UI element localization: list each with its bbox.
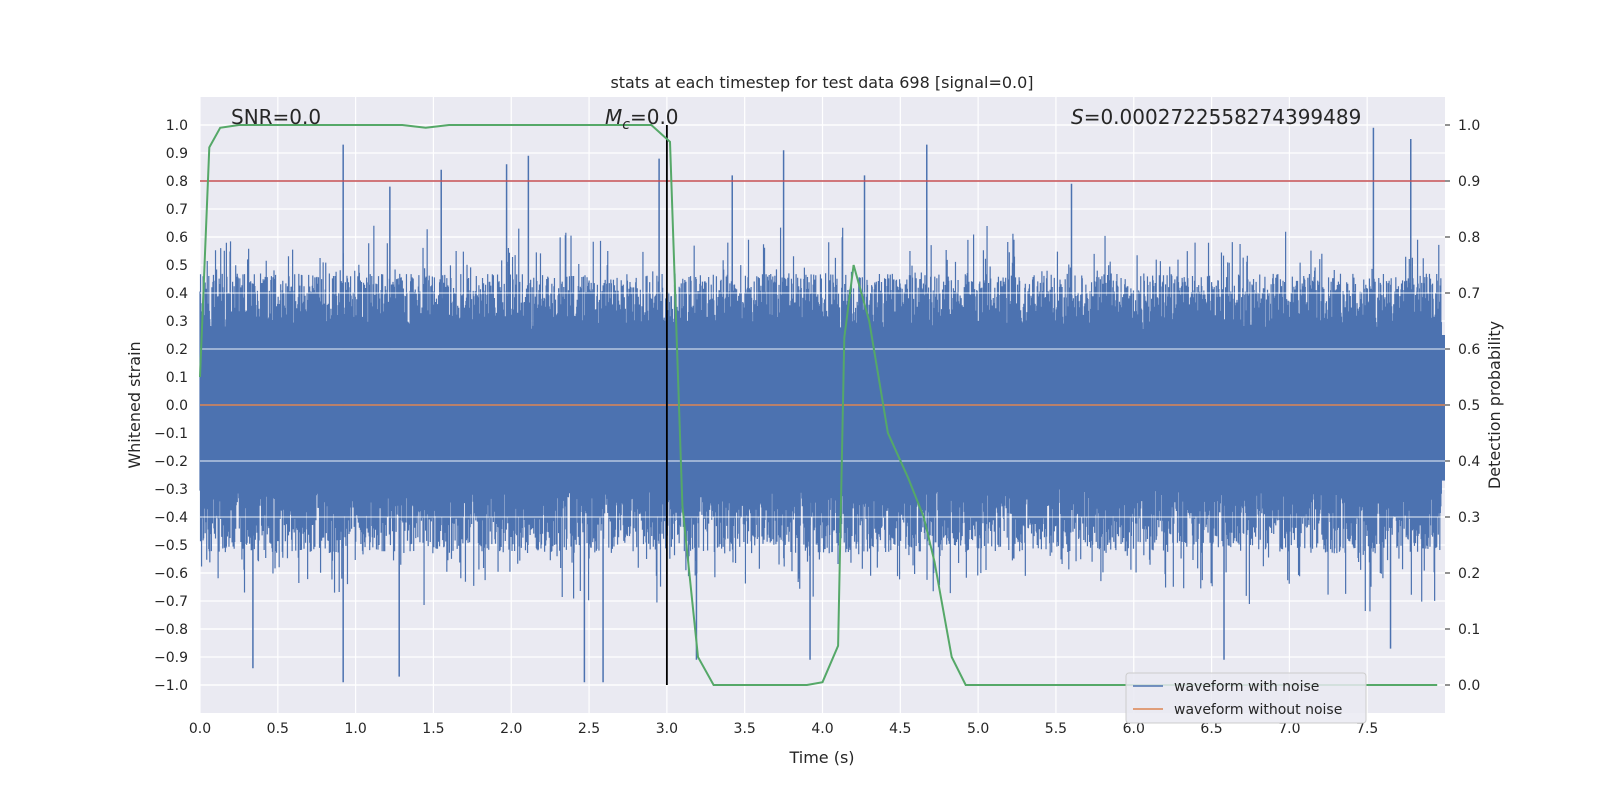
y-tick-label-left: −0.7 — [154, 594, 188, 610]
x-tick-label: 7.5 — [1356, 721, 1378, 737]
y-tick-label-right: 0.5 — [1458, 398, 1480, 414]
overlay-lines — [199, 124, 1445, 686]
y-tick-label-right: 0.1 — [1458, 622, 1480, 638]
y-tick-label-left: −0.6 — [154, 566, 188, 582]
chirp-mass-value: =0.0 — [630, 105, 679, 129]
chirp-mass-subscript: c — [622, 117, 630, 133]
chirp-mass-symbol: M — [605, 105, 622, 129]
score-value: =0.0002722558274399489 — [1084, 105, 1362, 129]
y-tick-label-right: 0.0 — [1458, 678, 1480, 694]
snr-annotation: SNR=0.0 — [231, 105, 321, 129]
y-tick-label-left: −1.0 — [154, 678, 188, 694]
waveform-with-noise-series — [199, 127, 1445, 683]
detection-probability-line — [199, 124, 1438, 686]
x-tick-label: 7.0 — [1278, 721, 1300, 737]
y-tick-label-left: −0.2 — [154, 454, 188, 470]
x-tick-label: 5.0 — [967, 721, 989, 737]
x-tick-label: 3.0 — [656, 721, 678, 737]
y-tick-label-left: 0.1 — [166, 370, 188, 386]
x-tick-label: 1.0 — [344, 721, 366, 737]
x-tick-label: 1.5 — [422, 721, 444, 737]
x-tick-label: 6.5 — [1200, 721, 1222, 737]
y-tick-label-left: 0.2 — [166, 342, 188, 358]
y-tick-label-left: −0.5 — [154, 538, 188, 554]
y-tick-label-left: −0.1 — [154, 426, 188, 442]
y-tick-label-right: 0.6 — [1458, 342, 1480, 358]
x-tick-label: 3.5 — [734, 721, 756, 737]
y-tick-label-right: 0.7 — [1458, 286, 1480, 302]
legend: waveform with noise waveform without noi… — [1125, 672, 1367, 724]
y-tick-label-left: 0.0 — [166, 398, 188, 414]
score-annotation: S=0.0002722558274399489 — [1071, 105, 1361, 129]
legend-label-waveform-with-noise: waveform with noise — [1174, 679, 1319, 695]
legend-box — [1125, 672, 1367, 724]
y-tick-label-right: 0.2 — [1458, 566, 1480, 582]
x-tick-label: 4.5 — [889, 721, 911, 737]
y-tick-label-left: 0.9 — [166, 146, 188, 162]
x-axis-label: Time (s) — [788, 748, 854, 767]
y-tick-label-left: 0.3 — [166, 314, 188, 330]
x-tick-label: 0.5 — [267, 721, 289, 737]
x-tick-label: 5.5 — [1045, 721, 1067, 737]
x-tick-label: 6.0 — [1123, 721, 1145, 737]
x-tick-label: 2.0 — [500, 721, 522, 737]
y-axis-label-right: Detection probability — [1485, 321, 1504, 489]
chart-title: stats at each timestep for test data 698… — [610, 73, 1033, 92]
x-tick-label: 2.5 — [578, 721, 600, 737]
y-tick-label-left: 0.6 — [166, 230, 188, 246]
y-tick-label-right: 0.3 — [1458, 510, 1480, 526]
y-tick-label-left: 0.8 — [166, 174, 188, 190]
y-tick-label-left: 0.7 — [166, 202, 188, 218]
y-tick-label-left: −0.9 — [154, 650, 188, 666]
y-axis-label-left: Whitened strain — [125, 341, 144, 468]
chirp-mass-annotation: Mc=0.0 — [605, 105, 679, 133]
y-tick-label-left: 0.4 — [166, 286, 188, 302]
y-tick-label-right: 0.8 — [1458, 230, 1480, 246]
legend-label-waveform-without-noise: waveform without noise — [1174, 702, 1342, 718]
score-symbol: S — [1071, 105, 1084, 129]
noise-core-band — [200, 335, 1445, 481]
y-tick-label-left: −0.4 — [154, 510, 188, 526]
y-tick-label-left: 0.5 — [166, 258, 188, 274]
y-tick-label-right: 1.0 — [1458, 118, 1480, 134]
y-tick-label-right: 0.9 — [1458, 174, 1480, 190]
x-tick-label: 4.0 — [811, 721, 833, 737]
y-tick-label-left: −0.3 — [154, 482, 188, 498]
y-tick-label-left: 1.0 — [166, 118, 188, 134]
axes: 0.0 0.5 1.0 1.5 2.0 2.5 3.0 3.5 4.0 4.5 5.0 5.5 6.0 6… — [154, 118, 1480, 737]
y-tick-label-right: 0.4 — [1458, 454, 1480, 470]
y-tick-label-left: −0.8 — [154, 622, 188, 638]
x-tick-label: 0.0 — [189, 721, 211, 737]
